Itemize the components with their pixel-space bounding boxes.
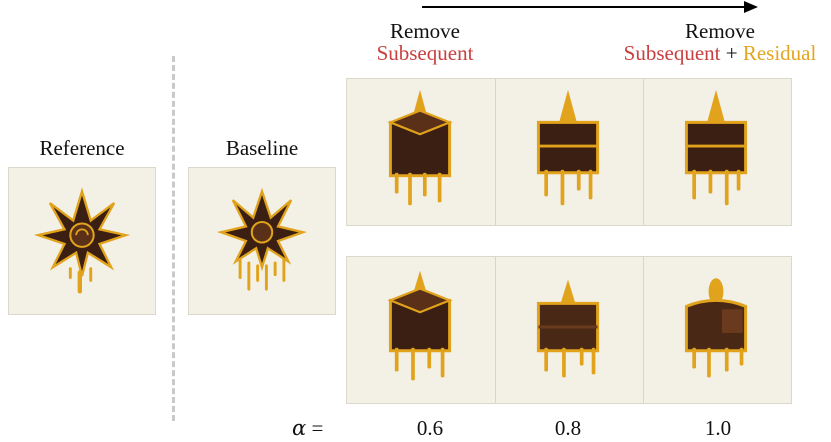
subsequent-label: Subsequent [623,41,721,65]
dashed-separator [172,56,175,421]
alpha-value: 1.0 [704,416,732,440]
chocolate-cube-spire-icon [387,270,453,381]
alpha-symbol: α [292,416,307,440]
direction-arrow-icon [422,1,758,13]
reference-image [8,167,156,315]
plus-label: + [720,41,743,65]
reference-title: Reference [39,136,125,160]
divider [495,79,496,225]
chocolate-cube-spire-icon [387,89,453,206]
divider [643,257,644,403]
baseline-title: Baseline [225,136,299,160]
divider [495,257,496,403]
chocolate-cube-spire-icon [684,89,748,206]
residual-label: Residual [742,41,817,65]
subsequent-label: Subsequent [376,41,474,65]
remove-label: Remove [390,19,460,43]
equals-sign: = [306,416,324,440]
remove-label: Remove [685,19,755,43]
chocolate-cube-spire-icon [536,89,600,206]
remove-subsequent-header: Remove Subsequent [360,20,490,64]
chocolate-cake-slice-icon [684,278,748,378]
chocolate-cake-slice-icon [536,279,600,378]
alpha-equals-label: α = [292,417,362,439]
alpha-value: 0.8 [554,416,582,440]
alpha-value: 0.6 [416,416,444,440]
divider [643,79,644,225]
baseline-image [188,167,336,315]
chocolate-flower-icon [33,187,131,294]
remove-subsequent-residual-header: Remove Subsequent + Residual [610,20,830,64]
chocolate-flower-drips-icon [216,187,308,291]
